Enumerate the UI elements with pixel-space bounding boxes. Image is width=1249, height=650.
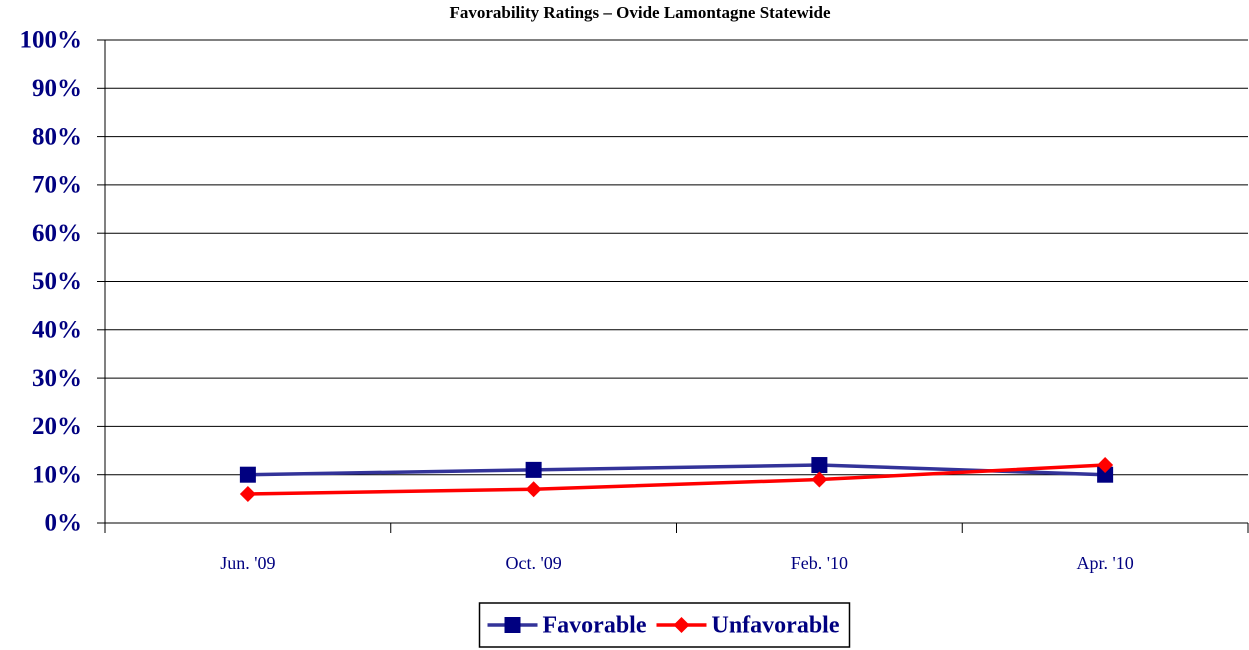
y-tick-label: 20% <box>32 413 82 440</box>
x-tick-label: Apr. '10 <box>1077 553 1134 573</box>
data-point <box>525 461 542 478</box>
legend: Favorable Unfavorable <box>478 602 851 648</box>
legend-label: Unfavorable <box>711 613 839 639</box>
data-point <box>525 481 542 498</box>
legend-marker <box>504 617 521 633</box>
legend-label: Favorable <box>543 613 647 639</box>
y-tick-label: 60% <box>32 220 82 247</box>
x-tick-label: Oct. '09 <box>506 553 562 573</box>
y-tick-label: 70% <box>32 172 82 199</box>
data-point <box>239 486 256 503</box>
data-point <box>239 466 256 483</box>
y-tick-label: 80% <box>32 123 82 150</box>
y-tick-label: 0% <box>45 510 83 537</box>
y-tick-label: 30% <box>32 365 82 392</box>
series-line <box>247 463 1106 477</box>
legend-marker <box>673 617 690 633</box>
data-point <box>811 457 828 474</box>
data-point <box>1097 466 1114 483</box>
data-point <box>1097 457 1114 474</box>
chart-title: Favorability Ratings – Ovide Lamontagne … <box>449 3 831 22</box>
x-tick-label: Feb. '10 <box>791 553 848 573</box>
x-tick-label: Jun. '09 <box>220 553 275 573</box>
y-tick-label: 90% <box>32 75 82 102</box>
y-tick-label: 40% <box>32 317 82 344</box>
series-line <box>247 463 1106 496</box>
y-tick-label: 10% <box>32 461 82 488</box>
y-tick-label: 50% <box>32 268 82 295</box>
data-point <box>811 471 828 488</box>
y-tick-label: 100% <box>20 27 83 54</box>
